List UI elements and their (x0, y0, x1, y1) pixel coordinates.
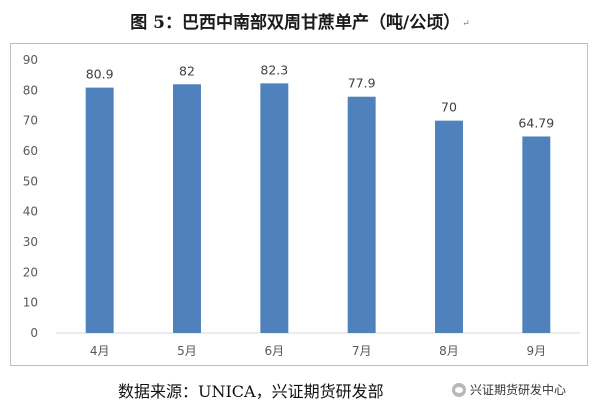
x-axis: 4月 5月 6月 7月 8月 9月 (90, 344, 546, 358)
x-tick-label: 4月 (90, 344, 110, 358)
x-tick-label: 5月 (177, 344, 197, 358)
bar (85, 87, 114, 333)
y-tick-label: 10 (23, 296, 38, 310)
watermark-text: 兴证期货研发中心 (470, 383, 567, 397)
data-label: 77.9 (348, 76, 376, 91)
source-note: 数据来源：UNICA，兴证期货研发部 (118, 382, 384, 401)
data-label: 82.3 (260, 62, 288, 77)
bar (173, 84, 201, 334)
y-tick-label: 30 (23, 235, 38, 249)
bars: 80.9 82 82.3 77.9 70 64.79 (85, 62, 554, 334)
data-label: 64.79 (518, 115, 554, 130)
y-tick-label: 70 (23, 114, 38, 128)
y-tick-label: 50 (23, 174, 38, 188)
watermark: 兴证期货研发中心 (452, 381, 566, 398)
bar (435, 120, 463, 334)
wechat-icon (452, 382, 466, 397)
y-tick-label: 90 (23, 53, 38, 67)
chart-title-text: 图 5：巴西中南部双周甘蔗单产（吨/公顷） (130, 13, 461, 33)
return-mark: ↵ (462, 18, 470, 29)
y-tick-label: 20 (23, 265, 38, 279)
x-tick-label: 6月 (265, 344, 285, 358)
chart-frame (10, 43, 588, 366)
bar (347, 96, 376, 333)
y-tick-label: 40 (23, 205, 38, 219)
bar (260, 83, 289, 334)
y-tick-label: 0 (30, 326, 38, 340)
x-tick-label: 8月 (439, 344, 459, 358)
y-axis: 0 10 20 30 40 50 60 70 80 90 (23, 53, 38, 340)
x-tick-label: 7月 (352, 344, 372, 358)
data-label: 70 (441, 100, 457, 115)
x-tick-label: 9月 (527, 344, 547, 358)
chart-title: 图 5：巴西中南部双周甘蔗单产（吨/公顷） ↵ (0, 8, 600, 33)
data-label: 80.9 (86, 67, 114, 82)
y-tick-label: 60 (23, 144, 38, 158)
data-label: 82 (179, 63, 195, 78)
y-tick-label: 80 (23, 83, 38, 97)
bar (522, 136, 551, 333)
